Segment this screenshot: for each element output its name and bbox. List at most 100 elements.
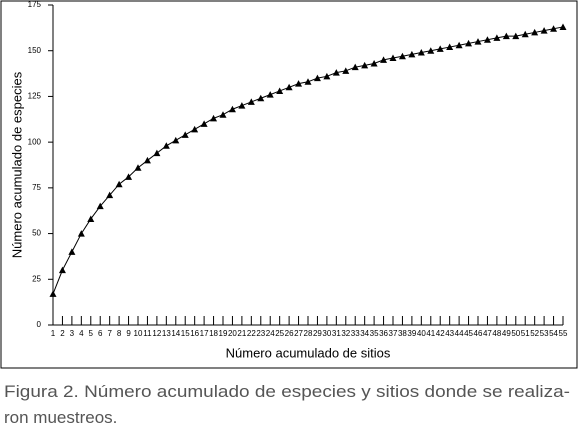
x-tick-label: 12	[152, 329, 161, 338]
data-point	[238, 102, 246, 109]
x-tick-label: 54	[549, 329, 558, 338]
x-tick-label: 27	[294, 329, 303, 338]
x-tick-label: 30	[322, 329, 331, 338]
data-point	[512, 32, 520, 40]
data-point	[313, 74, 321, 82]
x-tick-label: 47	[483, 329, 492, 338]
series-line	[52, 26, 564, 295]
data-point	[162, 142, 170, 149]
x-tick-label: 42	[436, 329, 445, 338]
data-point	[143, 156, 151, 164]
data-point	[559, 23, 567, 30]
x-tick-label: 40	[417, 329, 426, 338]
x-tick-label: 36	[379, 329, 388, 338]
x-tick-label: 16	[190, 329, 199, 338]
data-point	[219, 111, 227, 118]
x-tick-label: 22	[247, 329, 256, 338]
data-point	[285, 83, 293, 91]
data-point	[521, 30, 529, 38]
data-point	[257, 94, 265, 102]
caption-line: ron muestreos.	[4, 408, 117, 427]
x-tick-label: 34	[360, 329, 369, 338]
y-axis-label: Número acumulado de especies	[9, 71, 24, 258]
x-tick-label: 14	[171, 329, 180, 338]
data-point	[540, 27, 548, 34]
x-tick-label: 18	[209, 329, 218, 338]
x-tick-label: 23	[256, 329, 265, 338]
y-tick-label: 100	[28, 137, 42, 146]
data-point	[408, 50, 416, 58]
data-point	[436, 45, 444, 52]
y-tick-label: 25	[32, 274, 41, 283]
x-tick-label: 5	[89, 329, 94, 338]
x-tick-label: 35	[370, 329, 379, 338]
x-tick-label: 49	[502, 329, 511, 338]
x-tick-label: 55	[559, 329, 568, 338]
x-tick-label: 45	[464, 329, 473, 338]
x-tick-label: 50	[511, 329, 520, 338]
y-tick-label: 125	[28, 92, 42, 101]
x-tick-label: 44	[455, 329, 464, 338]
y-tick-label: 75	[32, 183, 41, 192]
data-point	[191, 125, 199, 133]
x-tick-label: 46	[474, 329, 483, 338]
data-point	[323, 72, 331, 80]
data-point	[68, 248, 76, 255]
data-point	[115, 180, 123, 188]
data-point	[247, 98, 255, 105]
data-point	[446, 43, 454, 51]
x-tick-label: 28	[304, 329, 313, 338]
data-point	[181, 131, 189, 138]
data-point	[370, 60, 378, 67]
data-point	[87, 215, 95, 222]
data-point	[295, 80, 303, 87]
data-point	[134, 164, 142, 171]
chart-frame	[0, 0, 578, 369]
x-tick-label: 43	[445, 329, 454, 338]
x-tick-label: 11	[143, 329, 152, 338]
x-tick-label: 29	[313, 329, 322, 338]
data-point	[502, 32, 510, 40]
x-tick-label: 53	[540, 329, 549, 338]
data-point	[58, 266, 66, 274]
data-point	[531, 28, 539, 36]
data-point	[417, 49, 425, 56]
x-tick-label: 3	[70, 329, 75, 338]
data-point	[304, 78, 312, 85]
data-point	[351, 63, 359, 71]
x-tick-label: 20	[228, 329, 237, 338]
x-tick-label: 17	[200, 329, 209, 338]
data-point	[153, 149, 161, 157]
x-tick-label: 8	[117, 329, 122, 338]
data-point	[474, 38, 482, 45]
data-point	[389, 54, 397, 62]
data-point	[228, 105, 236, 113]
x-tick-label: 7	[107, 329, 112, 338]
x-tick-label: 13	[162, 329, 171, 338]
x-tick-label: 38	[398, 329, 407, 338]
x-tick-label: 48	[492, 329, 501, 338]
data-point	[266, 91, 274, 98]
x-tick-label: 6	[98, 329, 103, 338]
data-point	[125, 173, 133, 180]
x-tick-label: 39	[407, 329, 416, 338]
y-tick-label: 150	[28, 46, 42, 55]
data-point	[361, 61, 369, 69]
data-point	[210, 114, 218, 122]
data-point	[493, 34, 501, 41]
data-point	[332, 69, 340, 76]
y-tick-label: 0	[37, 320, 42, 329]
data-point	[427, 47, 435, 54]
x-tick-label: 26	[285, 329, 294, 338]
caption-line: Figura 2. Número acumulado de especies y…	[4, 382, 570, 401]
data-point	[77, 230, 85, 237]
x-tick-label: 51	[521, 329, 530, 338]
x-tick-label: 31	[332, 329, 341, 338]
y-tick-label: 50	[32, 229, 41, 238]
x-tick-label: 21	[237, 329, 246, 338]
x-tick-label: 37	[389, 329, 398, 338]
data-point	[455, 41, 463, 49]
data-point	[96, 202, 104, 210]
x-tick-label: 25	[275, 329, 284, 338]
x-tick-label: 10	[134, 329, 143, 338]
